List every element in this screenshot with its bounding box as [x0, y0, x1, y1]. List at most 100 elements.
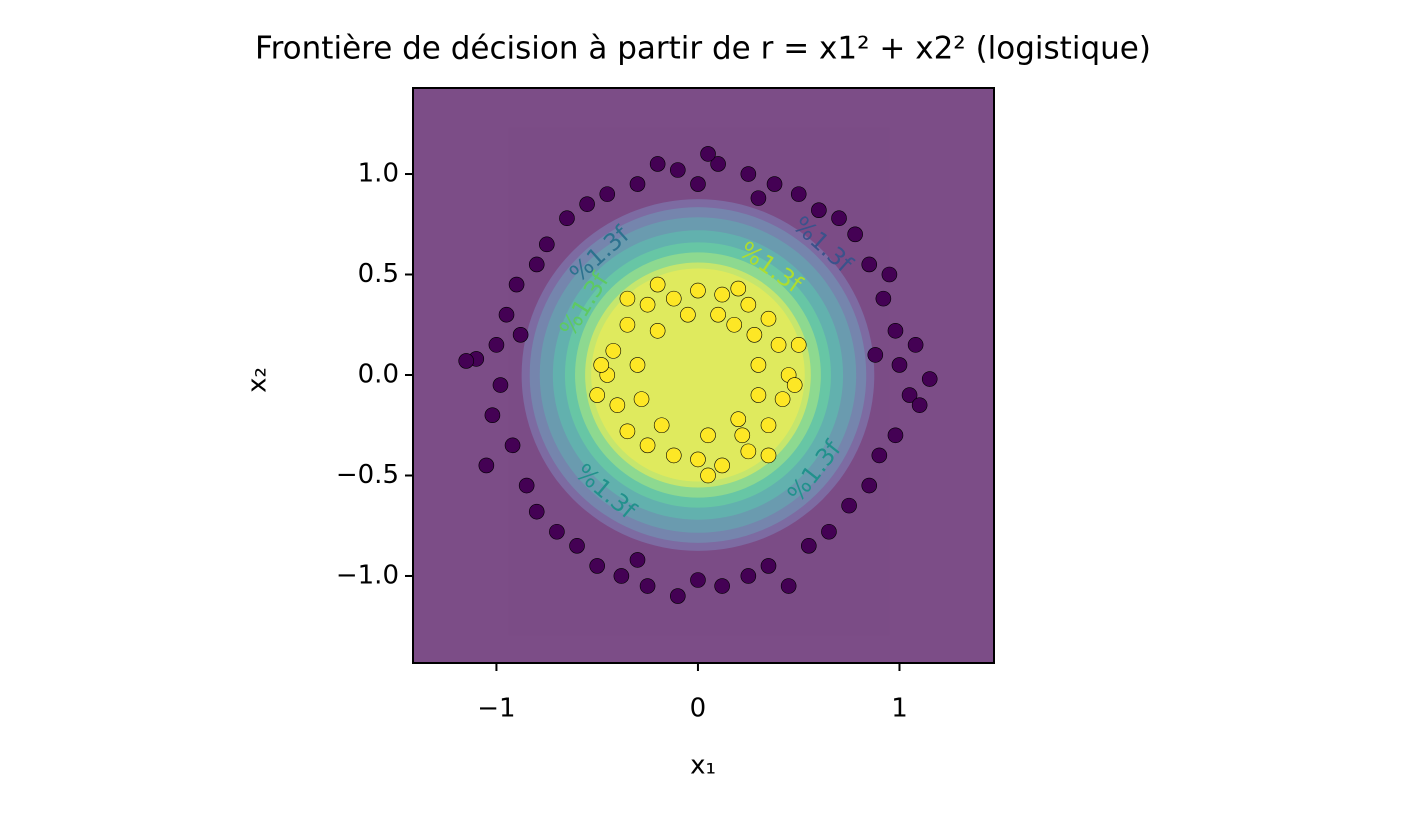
scatter-point [871, 447, 888, 464]
scatter-point [740, 568, 757, 584]
scatter-point [774, 391, 791, 407]
scatter-point [639, 296, 656, 313]
scatter-point [478, 457, 495, 474]
scatter-point [700, 427, 716, 444]
scatter-point [760, 417, 777, 434]
scatter-point [710, 306, 726, 323]
scatter-point [790, 186, 807, 202]
scatter-point [528, 503, 545, 520]
scatter-point [569, 538, 585, 554]
x-tick-label: 0 [690, 694, 707, 724]
scatter-point [653, 417, 670, 434]
scatter-point [740, 296, 757, 313]
scatter-point [700, 467, 716, 484]
x-axis-label: x₁ [690, 751, 716, 781]
contour-fill [413, 88, 994, 663]
y-tick-label: 0.5 [358, 259, 399, 289]
scatter-point [786, 377, 803, 393]
scatter-point [760, 447, 777, 464]
scatter-point [665, 290, 682, 307]
scatter-point [665, 447, 682, 464]
scatter-point [528, 256, 545, 273]
scatter-point [766, 176, 783, 192]
scatter-point [649, 276, 666, 293]
scatter-point [508, 276, 525, 293]
scatter-point [811, 202, 827, 218]
scatter-point [498, 306, 515, 323]
scatter-point [831, 210, 847, 227]
scatter-point [710, 156, 726, 172]
scatter-point [726, 316, 743, 333]
scatter-point [740, 443, 757, 460]
scatter-point [730, 411, 747, 428]
scatter-point [714, 457, 730, 474]
scatter-point [760, 558, 777, 574]
scatter-point [549, 523, 565, 540]
scatter-point [821, 523, 837, 540]
scatter-point [901, 387, 918, 403]
y-tick-label: −1.0 [336, 560, 399, 590]
scatter-point [881, 266, 898, 283]
scatter-point [680, 306, 696, 323]
scatter-point [559, 210, 575, 227]
scatter-point [734, 427, 751, 444]
scatter-point [861, 477, 878, 494]
scatter-point [589, 387, 605, 403]
scatter-point [649, 322, 666, 339]
scatter-point [670, 162, 686, 178]
scatter-point [760, 310, 777, 327]
scatter-point [921, 371, 938, 387]
scatter-point [593, 357, 610, 373]
contour-band [591, 268, 805, 482]
scatter-point [714, 578, 730, 594]
scatter-point [841, 497, 857, 514]
scatter-point [891, 357, 908, 373]
scatter-point [619, 316, 636, 333]
scatter-point [619, 423, 636, 440]
scatter-point [619, 290, 636, 307]
scatter-point [639, 578, 656, 594]
scatter-point [750, 387, 767, 403]
scatter-point [690, 282, 706, 299]
scatter-point [714, 286, 730, 303]
x-tick-label: −1 [477, 694, 515, 724]
scatter-point [649, 156, 666, 172]
scatter-point [599, 186, 616, 202]
scatter-point [670, 588, 686, 604]
scatter-point [639, 437, 656, 454]
scatter-point [488, 337, 505, 353]
scatter-point [887, 322, 904, 339]
scatter-point [633, 391, 650, 407]
scatter-point [730, 280, 747, 297]
scatter-point [861, 256, 878, 273]
y-tick-label: −0.5 [336, 460, 399, 490]
y-axis-label: x₂ [243, 367, 273, 393]
scatter-point [589, 558, 605, 574]
scatter-point [492, 377, 509, 393]
scatter-point [539, 236, 555, 253]
scatter-point [690, 572, 706, 588]
scatter-point [770, 337, 787, 353]
scatter-point [690, 451, 706, 468]
scatter-point [750, 190, 767, 206]
scatter-point [790, 337, 807, 353]
scatter-point [700, 146, 716, 162]
scatter-point [484, 407, 501, 423]
chart-title: Frontière de décision à partir de r = x1… [255, 31, 1151, 67]
scatter-point [847, 226, 863, 243]
y-tick-label: 1.0 [358, 159, 399, 189]
scatter-point [629, 357, 646, 373]
scatter-point [512, 327, 529, 343]
scatter-point [629, 176, 646, 192]
scatter-point [504, 437, 521, 454]
scatter-point [875, 290, 892, 307]
scatter-point [613, 568, 630, 584]
scatter-point [780, 578, 797, 594]
scatter-point [911, 397, 928, 413]
scatter-point [690, 176, 706, 192]
scatter-point [746, 327, 763, 343]
x-tick-label: 1 [891, 694, 908, 724]
scatter-point [458, 353, 475, 369]
scatter-point [750, 357, 767, 373]
